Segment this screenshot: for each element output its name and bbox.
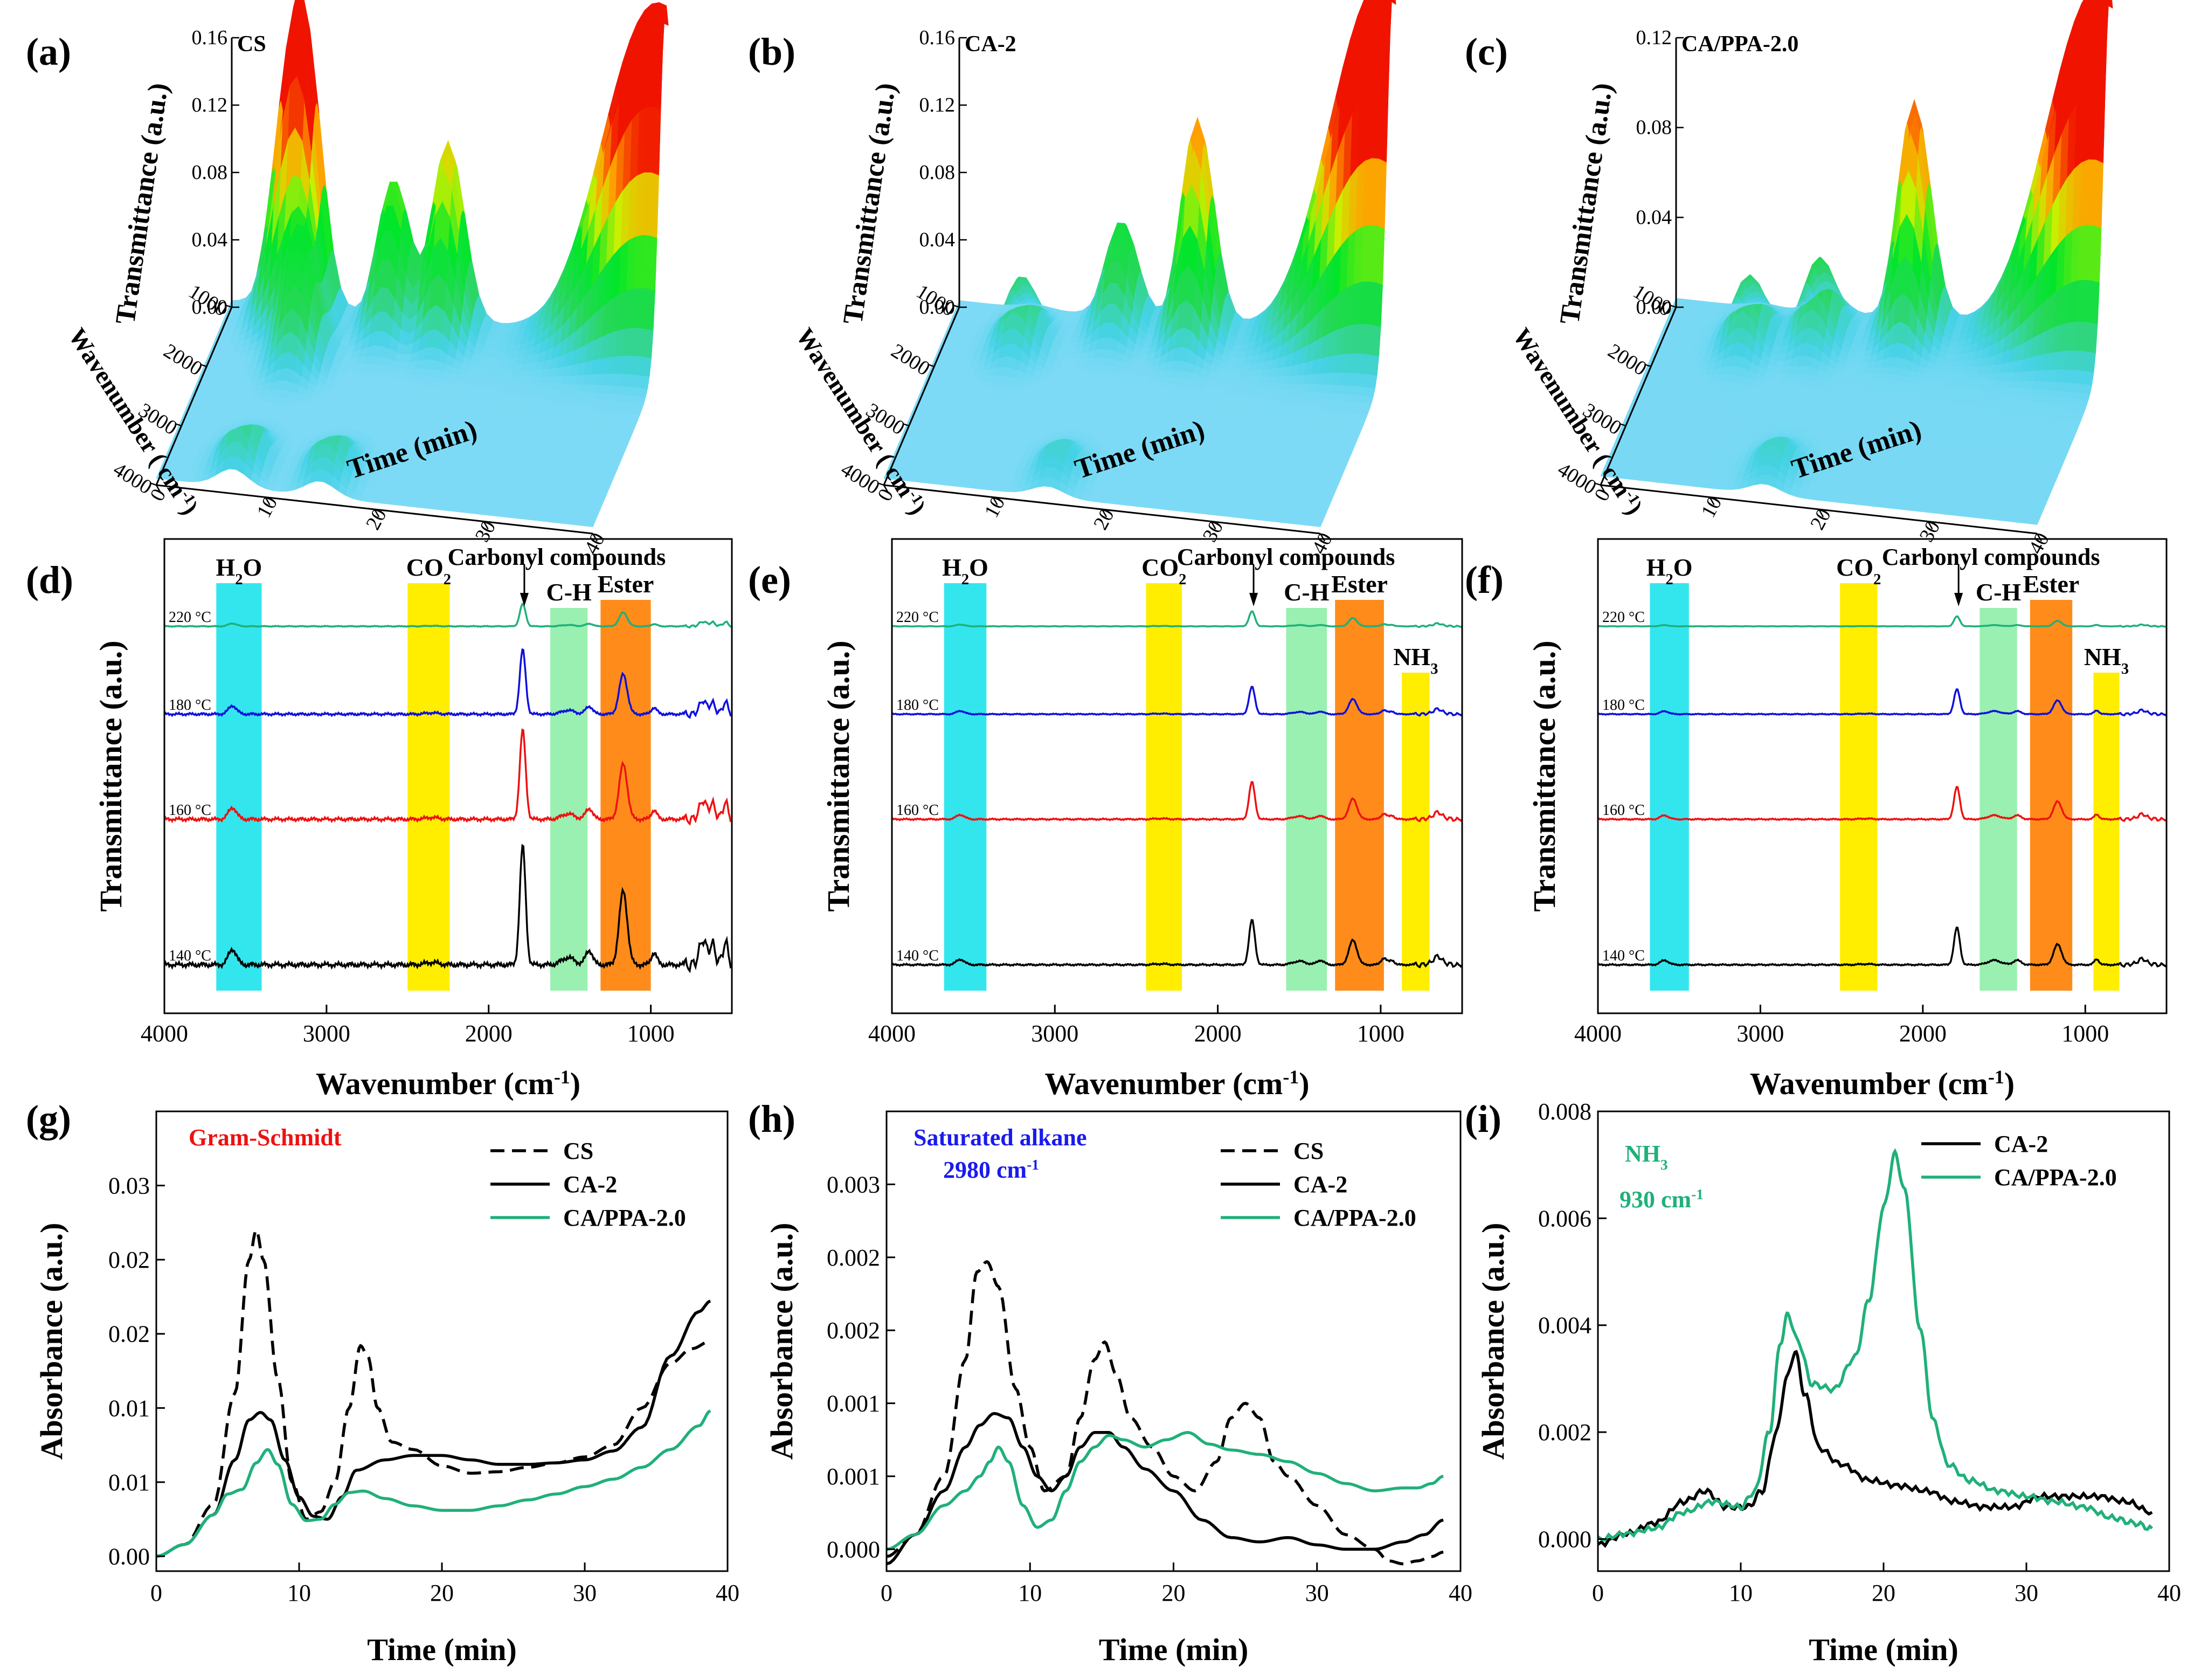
wn-tick-label: 2000: [160, 340, 206, 381]
z-tick-label: 0.12: [919, 94, 956, 116]
z-axis-label: Transmittance (a.u.): [110, 81, 174, 326]
z-axis-label: Transmittance (a.u.): [838, 81, 902, 326]
z-tick-label: 0.16: [192, 26, 228, 49]
panel-label: (a): [26, 30, 71, 73]
z-tick-label: 0.08: [192, 161, 228, 184]
z-tick-label: 0.04: [919, 229, 956, 251]
surface-a: [156, 0, 669, 527]
wn-tick-label: 2000: [887, 340, 934, 381]
z-tick-label: 0.12: [192, 94, 228, 116]
z-tick-label: 0.08: [919, 161, 956, 184]
panel-label: (b): [748, 30, 795, 73]
z-tick-label: 0.16: [919, 26, 956, 49]
sample-label: CA-2: [965, 32, 1016, 57]
sample-label: CS: [237, 32, 266, 57]
z-tick-label: 0.04: [192, 229, 228, 251]
surface-cell: [1382, 0, 1392, 33]
